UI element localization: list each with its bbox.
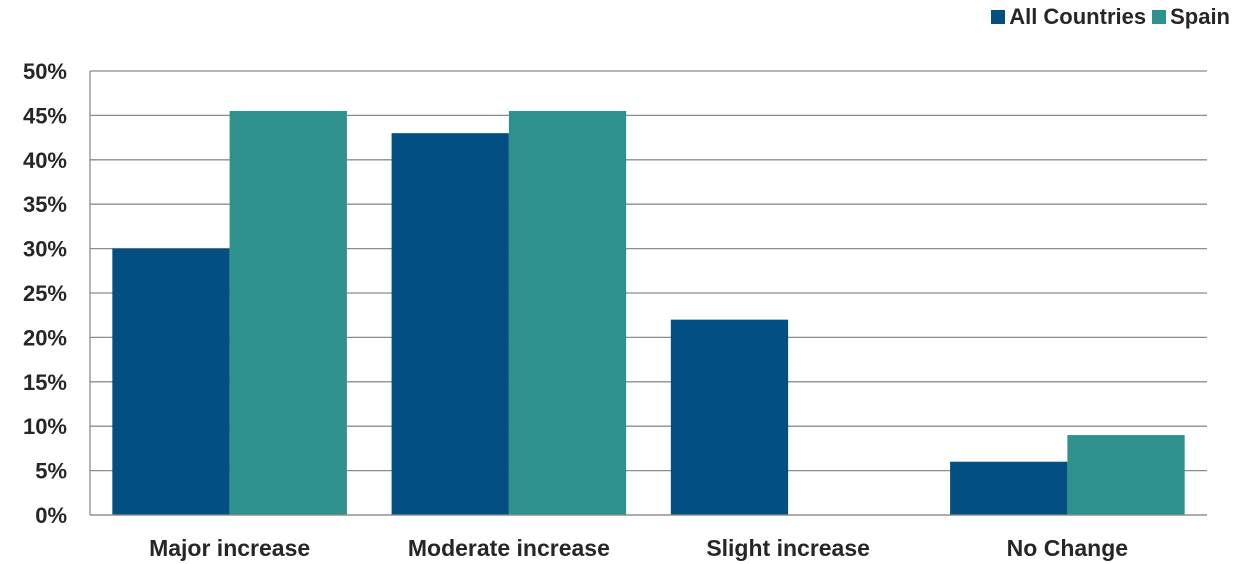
y-tick-label: 25% <box>23 281 67 306</box>
legend-swatch-all-countries <box>991 10 1006 24</box>
x-tick-label: Major increase <box>149 535 310 561</box>
y-tick-label: 30% <box>23 237 67 262</box>
legend-item-spain: Spain <box>1152 4 1230 30</box>
x-tick-label: Slight increase <box>706 535 870 561</box>
y-tick-label: 50% <box>23 59 67 84</box>
y-tick-label: 5% <box>35 459 67 484</box>
legend: All Countries Spain <box>991 4 1230 30</box>
x-tick-label: No Change <box>1007 535 1128 561</box>
bar-all-countries <box>112 248 230 515</box>
y-tick-label: 15% <box>23 370 67 395</box>
legend-swatch-spain <box>1152 10 1167 24</box>
bar-spain <box>508 110 627 516</box>
legend-label-all-countries: All Countries <box>1009 4 1147 29</box>
legend-item-all-countries: All Countries <box>991 4 1146 30</box>
y-tick-label: 20% <box>23 325 67 350</box>
y-tick-label: 45% <box>23 103 67 128</box>
y-tick-label: 0% <box>35 503 67 528</box>
bar-all-countries <box>670 319 789 515</box>
bar-all-countries <box>950 461 1068 515</box>
y-tick-label: 35% <box>23 192 67 217</box>
bar-spain <box>229 110 347 516</box>
x-tick-label: Moderate increase <box>408 535 610 561</box>
legend-label-spain: Spain <box>1170 4 1230 29</box>
bar-spain <box>1067 435 1185 515</box>
y-tick-label: 10% <box>23 414 67 439</box>
bar-all-countries <box>391 133 509 515</box>
y-tick-label: 40% <box>23 148 67 173</box>
